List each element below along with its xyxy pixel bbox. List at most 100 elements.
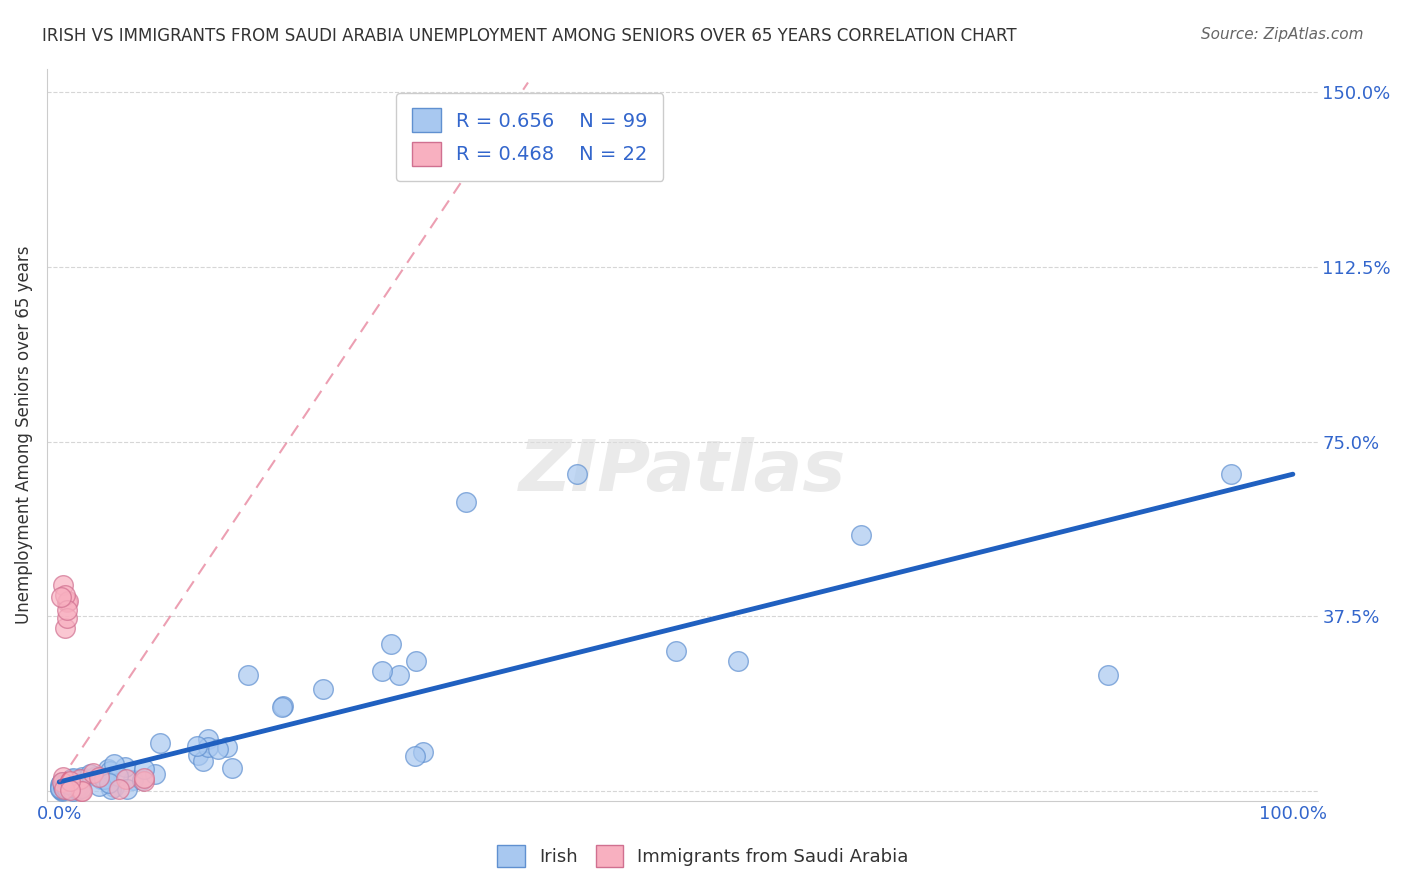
Irish bbox=[271, 699, 294, 714]
Irish bbox=[48, 778, 70, 792]
Irish bbox=[51, 778, 73, 792]
Irish bbox=[60, 772, 83, 786]
Irish bbox=[388, 668, 411, 682]
Irish bbox=[51, 779, 73, 793]
Irish bbox=[197, 739, 219, 754]
Immigrants from Saudi Arabia bbox=[56, 603, 79, 617]
Immigrants from Saudi Arabia bbox=[132, 773, 155, 788]
Irish bbox=[380, 637, 402, 651]
Irish bbox=[132, 762, 155, 776]
Text: ZIPatlas: ZIPatlas bbox=[519, 437, 846, 506]
Irish bbox=[66, 775, 89, 789]
Text: IRISH VS IMMIGRANTS FROM SAUDI ARABIA UNEMPLOYMENT AMONG SENIORS OVER 65 YEARS C: IRISH VS IMMIGRANTS FROM SAUDI ARABIA UN… bbox=[42, 27, 1017, 45]
Irish bbox=[59, 779, 82, 793]
Irish bbox=[186, 739, 208, 753]
Irish bbox=[67, 780, 90, 794]
Irish bbox=[56, 781, 79, 796]
Irish bbox=[53, 781, 76, 796]
Immigrants from Saudi Arabia bbox=[49, 590, 72, 604]
Irish bbox=[49, 780, 72, 795]
Irish bbox=[197, 731, 219, 746]
Irish bbox=[98, 764, 121, 778]
Irish bbox=[66, 780, 89, 794]
Irish bbox=[103, 780, 125, 794]
Irish bbox=[62, 776, 84, 790]
Irish bbox=[72, 772, 94, 786]
Irish bbox=[412, 745, 434, 759]
Irish bbox=[52, 780, 75, 795]
Irish bbox=[51, 780, 73, 794]
Legend: R = 0.656    N = 99, R = 0.468    N = 22: R = 0.656 N = 99, R = 0.468 N = 22 bbox=[396, 93, 664, 181]
Irish bbox=[149, 736, 172, 750]
Irish bbox=[66, 780, 89, 795]
Immigrants from Saudi Arabia bbox=[69, 772, 91, 787]
Irish bbox=[103, 756, 125, 771]
Irish bbox=[63, 776, 86, 790]
Irish bbox=[62, 780, 84, 794]
Irish bbox=[62, 772, 84, 787]
Irish bbox=[121, 773, 143, 788]
Irish bbox=[115, 781, 138, 796]
Irish bbox=[98, 776, 121, 790]
Irish bbox=[370, 664, 392, 678]
Irish bbox=[191, 754, 214, 768]
Immigrants from Saudi Arabia bbox=[56, 595, 79, 609]
Irish bbox=[93, 772, 115, 786]
Irish bbox=[52, 780, 75, 795]
Irish bbox=[59, 780, 82, 794]
Immigrants from Saudi Arabia bbox=[87, 770, 110, 784]
Immigrants from Saudi Arabia bbox=[107, 782, 129, 797]
Irish bbox=[51, 784, 73, 798]
Irish bbox=[1097, 667, 1119, 681]
Irish bbox=[70, 771, 93, 785]
Irish bbox=[107, 769, 129, 783]
Irish bbox=[70, 780, 93, 795]
Immigrants from Saudi Arabia bbox=[82, 765, 104, 780]
Irish bbox=[100, 782, 122, 797]
Irish bbox=[60, 776, 83, 790]
Irish bbox=[51, 780, 73, 795]
Irish bbox=[52, 780, 75, 795]
Irish bbox=[52, 776, 75, 790]
Irish bbox=[62, 771, 84, 785]
Irish bbox=[52, 777, 75, 791]
Irish bbox=[727, 654, 749, 668]
Irish bbox=[114, 760, 136, 774]
Irish bbox=[52, 779, 75, 793]
Immigrants from Saudi Arabia bbox=[51, 775, 73, 789]
Irish bbox=[87, 779, 110, 793]
Irish bbox=[312, 681, 335, 696]
Irish bbox=[90, 772, 112, 787]
Immigrants from Saudi Arabia bbox=[55, 588, 77, 602]
Immigrants from Saudi Arabia bbox=[52, 782, 75, 797]
Irish bbox=[131, 772, 153, 787]
Irish bbox=[187, 748, 209, 763]
Irish bbox=[456, 495, 478, 509]
Irish bbox=[56, 777, 79, 791]
Text: Source: ZipAtlas.com: Source: ZipAtlas.com bbox=[1201, 27, 1364, 42]
Irish bbox=[84, 768, 107, 782]
Irish bbox=[62, 784, 84, 798]
Irish bbox=[60, 772, 83, 787]
Immigrants from Saudi Arabia bbox=[55, 621, 77, 635]
Irish bbox=[405, 654, 427, 668]
Irish bbox=[49, 782, 72, 797]
Immigrants from Saudi Arabia bbox=[58, 594, 80, 608]
Y-axis label: Unemployment Among Seniors over 65 years: Unemployment Among Seniors over 65 years bbox=[15, 245, 32, 624]
Immigrants from Saudi Arabia bbox=[52, 577, 75, 591]
Immigrants from Saudi Arabia bbox=[52, 771, 75, 785]
Irish bbox=[51, 783, 73, 797]
Irish bbox=[63, 781, 86, 796]
Irish bbox=[207, 742, 229, 756]
Immigrants from Saudi Arabia bbox=[132, 771, 155, 785]
Irish bbox=[567, 467, 589, 482]
Irish bbox=[215, 740, 238, 755]
Irish bbox=[273, 699, 295, 714]
Irish bbox=[238, 668, 260, 682]
Immigrants from Saudi Arabia bbox=[70, 783, 93, 797]
Irish bbox=[404, 749, 426, 764]
Irish bbox=[79, 767, 101, 781]
Irish bbox=[67, 772, 90, 787]
Legend: Irish, Immigrants from Saudi Arabia: Irish, Immigrants from Saudi Arabia bbox=[491, 838, 915, 874]
Irish bbox=[849, 528, 872, 542]
